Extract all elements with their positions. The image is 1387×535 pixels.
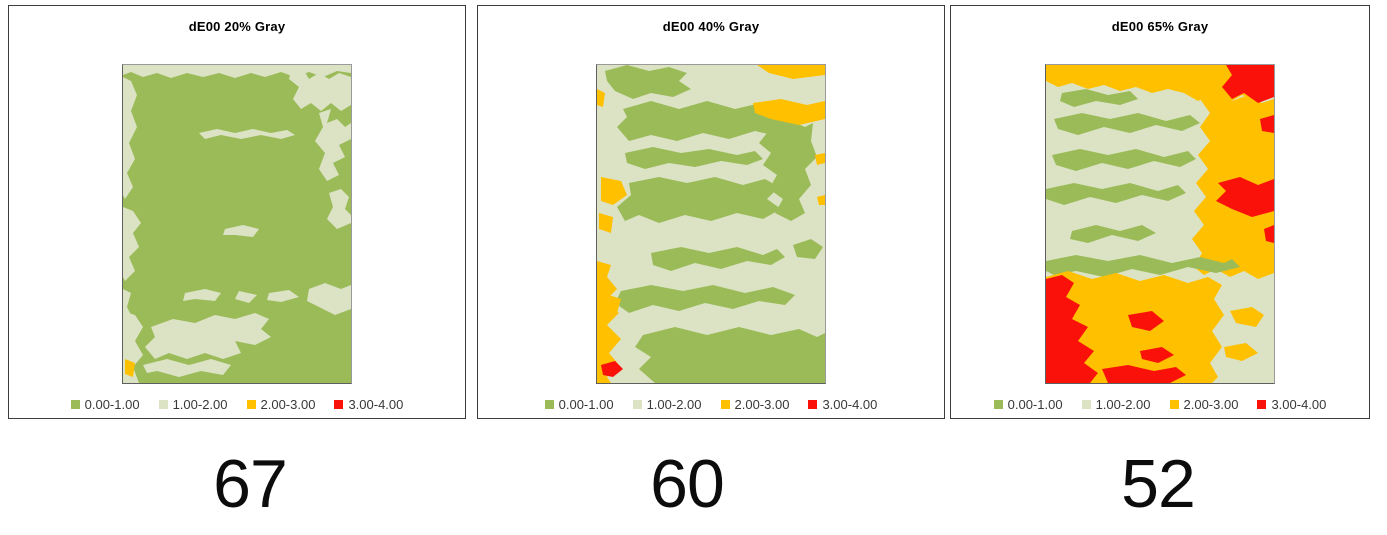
- legend-item: 1.00-2.00: [158, 397, 228, 412]
- legend-label: 2.00-3.00: [734, 397, 790, 412]
- legend-label: 0.00-1.00: [558, 397, 614, 412]
- legend-swatch-icon: [246, 400, 256, 409]
- legend-item: 3.00-4.00: [808, 397, 877, 412]
- score-value-40-gray: 60: [650, 446, 725, 522]
- legend-item: 2.00-3.00: [246, 397, 316, 412]
- legend-item: 3.00-4.00: [1257, 397, 1326, 412]
- legend-item: 1.00-2.00: [1081, 397, 1151, 412]
- legend-swatch-icon: [808, 400, 818, 409]
- score-value-20-gray: 67: [213, 446, 288, 522]
- panels-row: dE00 20% Gray 0.00-1.00 1.00-2.00 2.00-3…: [0, 5, 1370, 419]
- chart-panel-40-gray: dE00 40% Gray 0.00-1.00 1.00-2.00 2.00-3…: [477, 5, 945, 419]
- legend: 0.00-1.00 1.00-2.00 2.00-3.00 3.00-4.00: [544, 397, 877, 412]
- legend-item: 2.00-3.00: [720, 397, 790, 412]
- legend-label: 2.00-3.00: [260, 397, 316, 412]
- legend-swatch-icon: [158, 400, 168, 409]
- chart-panel-65-gray: dE00 65% Gray 0.00-1.00 1.00-2.00 2.00-3…: [950, 5, 1370, 419]
- legend-label: 1.00-2.00: [646, 397, 702, 412]
- legend-swatch-icon: [993, 400, 1003, 409]
- legend-item: 0.00-1.00: [544, 397, 614, 412]
- heatmap-surface-20-gray: [122, 64, 352, 384]
- legend-item: 2.00-3.00: [1169, 397, 1239, 412]
- legend-label: 2.00-3.00: [1183, 397, 1239, 412]
- heatmap-surface-40-gray: [596, 64, 826, 384]
- chart-title: dE00 20% Gray: [188, 19, 286, 34]
- legend-item: 1.00-2.00: [632, 397, 702, 412]
- legend-label: 1.00-2.00: [172, 397, 228, 412]
- legend-label: 0.00-1.00: [1007, 397, 1063, 412]
- legend-item: 0.00-1.00: [70, 397, 140, 412]
- legend-swatch-icon: [70, 400, 80, 409]
- legend-swatch-icon: [1257, 400, 1267, 409]
- legend-label: 3.00-4.00: [348, 397, 404, 412]
- legend-swatch-icon: [1169, 400, 1179, 409]
- legend-label: 1.00-2.00: [1095, 397, 1151, 412]
- legend-swatch-icon: [720, 400, 730, 409]
- legend-label: 0.00-1.00: [84, 397, 140, 412]
- legend-item: 3.00-4.00: [334, 397, 403, 412]
- heatmap-surface-65-gray: [1045, 64, 1275, 384]
- legend-swatch-icon: [544, 400, 554, 409]
- legend-label: 3.00-4.00: [1271, 397, 1327, 412]
- chart-title: dE00 40% Gray: [662, 19, 760, 34]
- legend-swatch-icon: [1081, 400, 1091, 409]
- chart-panel-20-gray: dE00 20% Gray 0.00-1.00 1.00-2.00 2.00-3…: [8, 5, 466, 419]
- legend: 0.00-1.00 1.00-2.00 2.00-3.00 3.00-4.00: [70, 397, 403, 412]
- chart-title: dE00 65% Gray: [1111, 19, 1209, 34]
- legend: 0.00-1.00 1.00-2.00 2.00-3.00 3.00-4.00: [993, 397, 1326, 412]
- legend-label: 3.00-4.00: [822, 397, 878, 412]
- legend-item: 0.00-1.00: [993, 397, 1063, 412]
- legend-swatch-icon: [334, 400, 344, 409]
- score-value-65-gray: 52: [1121, 446, 1196, 522]
- legend-swatch-icon: [632, 400, 642, 409]
